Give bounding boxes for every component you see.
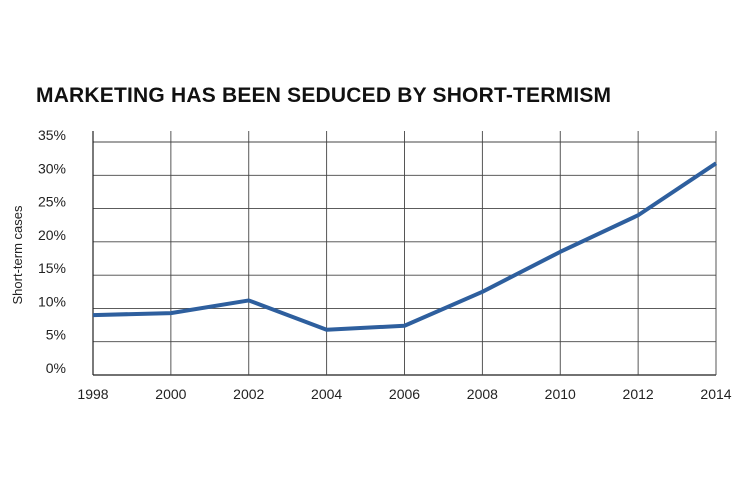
y-tick-label: 35% <box>38 127 66 143</box>
series-layer <box>92 161 718 332</box>
y-tick-label: 10% <box>38 293 66 309</box>
y-tick-label: 5% <box>46 327 66 343</box>
x-tick-label: 2012 <box>623 386 654 402</box>
x-tick-label: 2010 <box>545 386 576 402</box>
y-tick-label: 30% <box>38 160 66 176</box>
x-tick-label: 2002 <box>233 386 264 402</box>
y-tick-label: 25% <box>38 194 66 210</box>
x-tick-labels: 1998 2000 2002 2004 2006 2008 2010 2012 2014 <box>77 386 731 402</box>
y-tick-label: 20% <box>38 227 66 243</box>
x-tick-label: 2004 <box>311 386 342 402</box>
y-tick-labels: 0% 5% 10% 15% 20% 25% 30% 35% <box>38 127 66 376</box>
chart-title: MARKETING HAS BEEN SEDUCED BY SHORT-TERM… <box>36 84 612 107</box>
x-tick-label: 2008 <box>467 386 498 402</box>
x-tick-label: 2000 <box>155 386 186 402</box>
grid <box>92 131 717 376</box>
y-axis-label: Short-term cases <box>10 205 25 304</box>
x-tick-label: 1998 <box>77 386 108 402</box>
x-tick-label: 2014 <box>700 386 731 402</box>
y-tick-label: 15% <box>38 260 66 276</box>
y-tick-label: 0% <box>46 360 66 376</box>
x-tick-label: 2006 <box>389 386 420 402</box>
